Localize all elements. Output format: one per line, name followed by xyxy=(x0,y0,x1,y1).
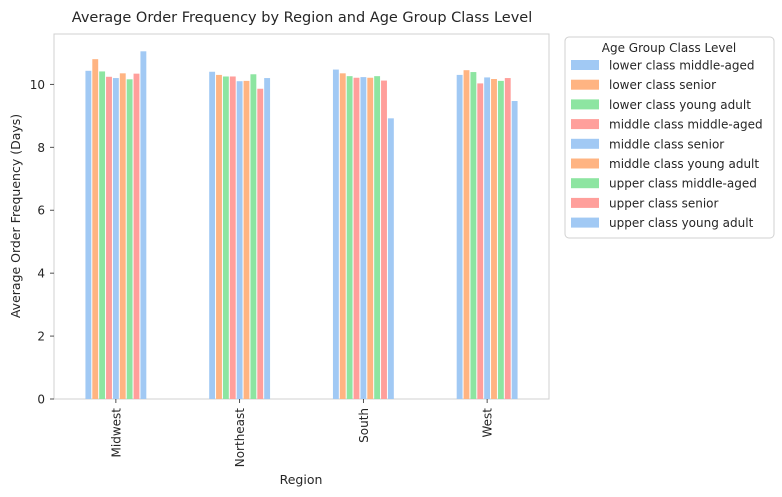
legend-label: upper class middle-aged xyxy=(609,177,757,191)
bar xyxy=(92,59,99,400)
x-axis-label: Region xyxy=(280,472,323,487)
bar xyxy=(463,70,470,399)
y-tick-label: 2 xyxy=(37,330,45,344)
legend-swatch xyxy=(571,217,599,228)
bar xyxy=(250,74,257,399)
bar xyxy=(264,78,271,400)
legend-label: lower class young adult xyxy=(609,98,751,112)
bar xyxy=(374,76,381,399)
bar xyxy=(367,77,374,400)
bar xyxy=(112,78,119,400)
bar xyxy=(216,74,222,399)
bar xyxy=(209,71,216,399)
bar xyxy=(133,73,140,400)
legend-label: lower class middle-aged xyxy=(609,59,755,73)
bar xyxy=(497,80,504,399)
legend-title: Age Group Class Level xyxy=(602,41,736,55)
bar xyxy=(332,69,339,399)
bar xyxy=(381,80,387,399)
bar xyxy=(236,81,243,399)
x-tick-label: Midwest xyxy=(109,408,123,458)
legend-swatch xyxy=(571,119,599,130)
x-tick-label: Northeast xyxy=(233,408,247,468)
bar xyxy=(504,78,511,400)
bar xyxy=(85,70,92,399)
y-tick-label: 10 xyxy=(30,78,45,92)
bar xyxy=(346,76,353,399)
legend-swatch xyxy=(571,138,599,149)
legend-label: lower class senior xyxy=(609,78,716,92)
bar xyxy=(511,101,518,400)
y-tick-label: 4 xyxy=(37,267,45,281)
bar xyxy=(387,118,394,399)
bar xyxy=(484,77,491,400)
bar xyxy=(119,73,126,399)
legend-swatch xyxy=(571,60,599,70)
legend-swatch xyxy=(571,99,599,110)
bar xyxy=(126,79,133,399)
legend-items: lower class middle-aged lower class senio… xyxy=(571,59,763,230)
legend-label: upper class senior xyxy=(609,196,718,210)
bar xyxy=(140,51,147,400)
bar xyxy=(456,74,463,399)
y-ticks: 0 2 4 6 8 10 xyxy=(30,78,54,407)
chart-title: Average Order Frequency by Region and Ag… xyxy=(72,10,532,26)
bar xyxy=(222,76,229,399)
y-tick-label: 6 xyxy=(37,204,45,218)
y-tick-label: 8 xyxy=(37,141,45,155)
legend-label: middle class young adult xyxy=(609,157,759,171)
legend-swatch xyxy=(571,197,599,208)
bar xyxy=(339,73,346,399)
bar xyxy=(477,83,484,400)
x-tick-label: West xyxy=(481,408,495,438)
y-tick-label: 0 xyxy=(37,393,45,407)
bars-layer xyxy=(85,51,518,400)
legend-swatch xyxy=(571,79,599,90)
y-axis-label: Average Order Frequency (Days) xyxy=(8,114,23,318)
legend-label: upper class young adult xyxy=(609,216,754,230)
legend-label: middle class middle-aged xyxy=(609,118,763,132)
x-ticks: Midwest Northeast South West xyxy=(109,399,495,468)
bar xyxy=(229,76,236,399)
legend: Age Group Class Level lower class middle… xyxy=(564,36,775,239)
bar xyxy=(243,80,250,399)
legend-frame xyxy=(564,36,775,239)
bar xyxy=(470,72,477,399)
x-tick-label: South xyxy=(357,408,371,443)
bar xyxy=(491,79,497,399)
legend-swatch xyxy=(571,178,599,189)
bar xyxy=(257,88,264,399)
bar xyxy=(353,77,360,400)
legend-label: middle class senior xyxy=(609,137,724,151)
bar xyxy=(99,71,106,399)
legend-swatch xyxy=(571,158,599,169)
bar xyxy=(360,77,367,400)
bar xyxy=(106,76,112,399)
